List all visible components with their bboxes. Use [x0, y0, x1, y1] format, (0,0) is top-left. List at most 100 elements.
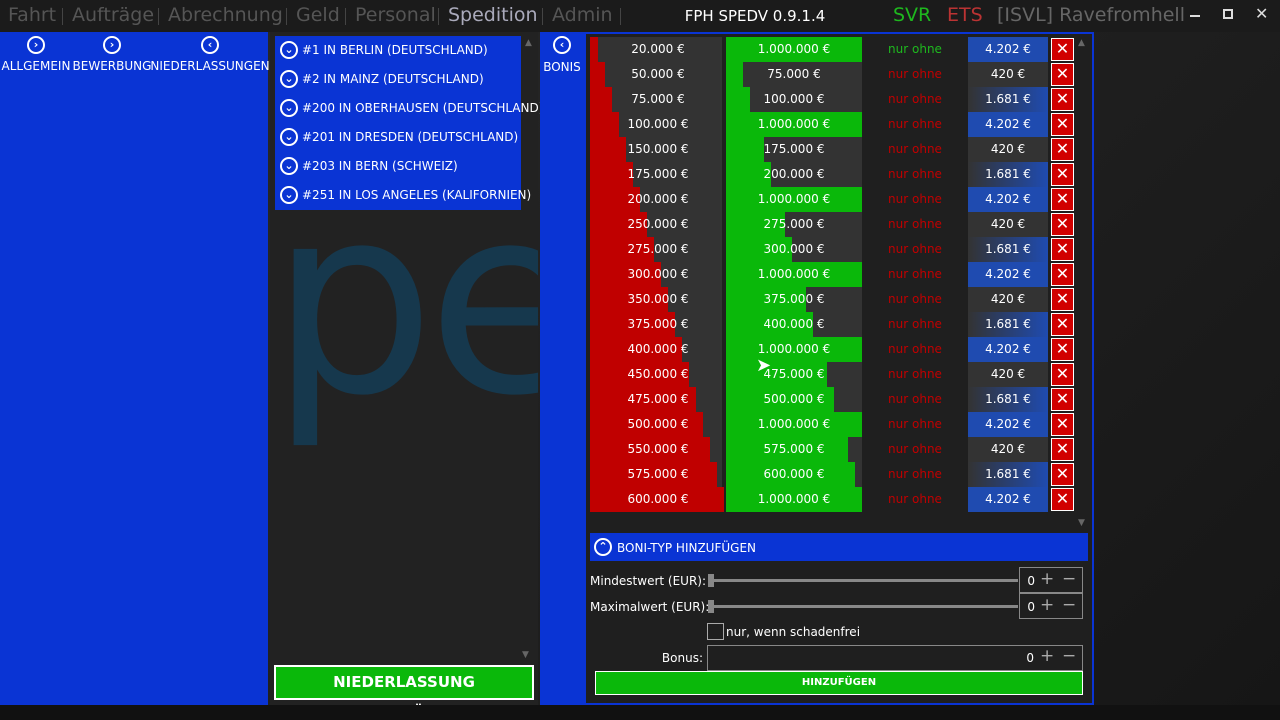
branch-item[interactable]: #200 IN OBERHAUSEN (DEUTSCHLAND)	[302, 101, 544, 115]
mouse-cursor: ➤	[756, 355, 772, 376]
nav-tab[interactable]: Abrechnung	[168, 4, 283, 26]
delete-button[interactable]: ✕	[1051, 138, 1074, 161]
add-branch-button[interactable]: NIEDERLASSUNG HINZUFÜGEN	[274, 665, 534, 720]
bonus-value: 4.202 €	[968, 337, 1048, 362]
delete-button[interactable]: ✕	[1051, 438, 1074, 461]
delete-button[interactable]: ✕	[1051, 213, 1074, 236]
min-value: 75.000 €	[631, 92, 685, 106]
max-bar	[726, 487, 862, 512]
nav-separator	[158, 8, 159, 25]
delete-button[interactable]: ✕	[1051, 363, 1074, 386]
bonis-icon[interactable]: ‹	[553, 36, 571, 54]
condition: nur ohne Schaden	[888, 242, 942, 256]
delete-button[interactable]: ✕	[1051, 113, 1074, 136]
slider-track[interactable]	[710, 605, 1018, 608]
minimize-button[interactable]	[1190, 15, 1200, 17]
delete-button[interactable]: ✕	[1051, 338, 1074, 361]
nav-tab[interactable]: Geld	[296, 4, 340, 26]
nav-tab[interactable]: Fahrt	[8, 4, 57, 26]
max-value: 375.000 €	[763, 292, 825, 306]
branch-item[interactable]: #1 IN BERLIN (DEUTSCHLAND)	[302, 43, 488, 57]
maximize-button[interactable]	[1223, 9, 1233, 19]
bonus-input[interactable]	[707, 645, 1083, 671]
sidebar-icon[interactable]: ‹	[201, 36, 219, 54]
delete-button[interactable]: ✕	[1051, 238, 1074, 261]
user-name: [ISVL] Ravefromhell	[997, 4, 1185, 26]
delete-button[interactable]: ✕	[1051, 288, 1074, 311]
nav-tab[interactable]: Personal	[355, 4, 436, 26]
max-value: 1.000.000 €	[757, 117, 831, 131]
delete-button[interactable]: ✕	[1051, 188, 1074, 211]
slider-thumb[interactable]	[708, 574, 714, 587]
slider-thumb[interactable]	[708, 600, 714, 613]
sidebar-icon[interactable]: ›	[27, 36, 45, 54]
min-bar	[590, 462, 717, 487]
field-label: Bonus:	[661, 651, 703, 665]
min-bar	[590, 137, 626, 162]
branch-expand[interactable]: ⌄	[280, 186, 298, 204]
max-value: 1.000.000 €	[757, 492, 831, 506]
max-value: 275.000 €	[763, 217, 825, 231]
delete-button[interactable]: ✕	[1051, 413, 1074, 436]
max-bar	[726, 87, 750, 112]
max-value: 300.000 €	[763, 242, 825, 256]
sidebar-button[interactable]: NIEDERLASSUNGEN	[150, 59, 270, 73]
delete-button[interactable]: ✕	[1051, 463, 1074, 486]
delete-button[interactable]: ✕	[1051, 38, 1074, 61]
number-value[interactable]: 0	[1027, 600, 1035, 614]
delete-button[interactable]: ✕	[1051, 488, 1074, 511]
condition: nur ohne Schaden	[888, 67, 942, 81]
min-value: 250.000 €	[627, 217, 689, 231]
delete-button[interactable]: ✕	[1051, 263, 1074, 286]
sidebar-button[interactable]: ALLGEMEIN	[1, 59, 71, 73]
max-bar	[726, 362, 827, 387]
bonis-button[interactable]: BONIS	[543, 60, 581, 74]
form-collapse[interactable]: ⌃	[594, 538, 612, 556]
form-title: BONI-TYP HINZUFÜGEN	[617, 541, 757, 555]
nav-separator	[345, 8, 346, 25]
delete-button[interactable]: ✕	[1051, 163, 1074, 186]
branch-item[interactable]: #251 IN LOS ANGELES (KALIFORNIEN)	[302, 188, 532, 202]
decrement[interactable]: −	[1062, 569, 1077, 589]
max-value: 75.000 €	[767, 67, 821, 81]
min-value: 200.000 €	[627, 192, 689, 206]
delete-button[interactable]: ✕	[1051, 63, 1074, 86]
decrement[interactable]: −	[1062, 646, 1077, 666]
branch-expand[interactable]: ⌄	[280, 99, 298, 117]
checkbox-label[interactable]: nur, wenn schadenfrei	[726, 625, 861, 639]
delete-button[interactable]: ✕	[1051, 388, 1074, 411]
nav-tab[interactable]: Admin	[552, 4, 613, 26]
number-value[interactable]: 0	[1027, 574, 1035, 588]
increment[interactable]: +	[1040, 595, 1055, 615]
increment[interactable]: +	[1040, 646, 1055, 666]
delete-button[interactable]: ✕	[1051, 88, 1074, 111]
top-bar	[0, 0, 1280, 32]
branch-expand[interactable]: ⌄	[280, 128, 298, 146]
submit-button[interactable]: HINZUFÜGEN	[595, 671, 1083, 695]
bonus-value: 420 €	[968, 362, 1048, 387]
close-button[interactable]: ✕	[1255, 4, 1269, 23]
increment[interactable]: +	[1040, 569, 1055, 589]
branch-item[interactable]: #203 IN BERN (SCHWEIZ)	[302, 159, 458, 173]
sidebar-icon[interactable]: ›	[103, 36, 121, 54]
app-title: FPH SPEDV 0.9.1.4	[684, 7, 826, 25]
nav-tab[interactable]: Spedition	[448, 4, 538, 26]
bonus-value: 420 €	[968, 137, 1048, 162]
checkbox[interactable]	[707, 623, 724, 640]
max-value: 175.000 €	[763, 142, 825, 156]
branch-expand[interactable]: ⌄	[280, 70, 298, 88]
delete-button[interactable]: ✕	[1051, 313, 1074, 336]
branch-item[interactable]: #2 IN MAINZ (DEUTSCHLAND)	[302, 72, 484, 86]
branch-item[interactable]: #201 IN DRESDEN (DEUTSCHLAND)	[302, 130, 519, 144]
max-value: 400.000 €	[763, 317, 825, 331]
condition: nur ohne Schaden	[888, 292, 942, 306]
max-value: 1.000.000 €	[757, 192, 831, 206]
sidebar-button[interactable]: BEWERBUNG	[72, 59, 152, 73]
decrement[interactable]: −	[1062, 595, 1077, 615]
branch-expand[interactable]: ⌄	[280, 41, 298, 59]
slider-track[interactable]	[710, 579, 1018, 582]
nav-tab[interactable]: Aufträge	[72, 4, 155, 26]
branch-expand[interactable]: ⌄	[280, 157, 298, 175]
number-value[interactable]: 0	[1026, 651, 1034, 665]
